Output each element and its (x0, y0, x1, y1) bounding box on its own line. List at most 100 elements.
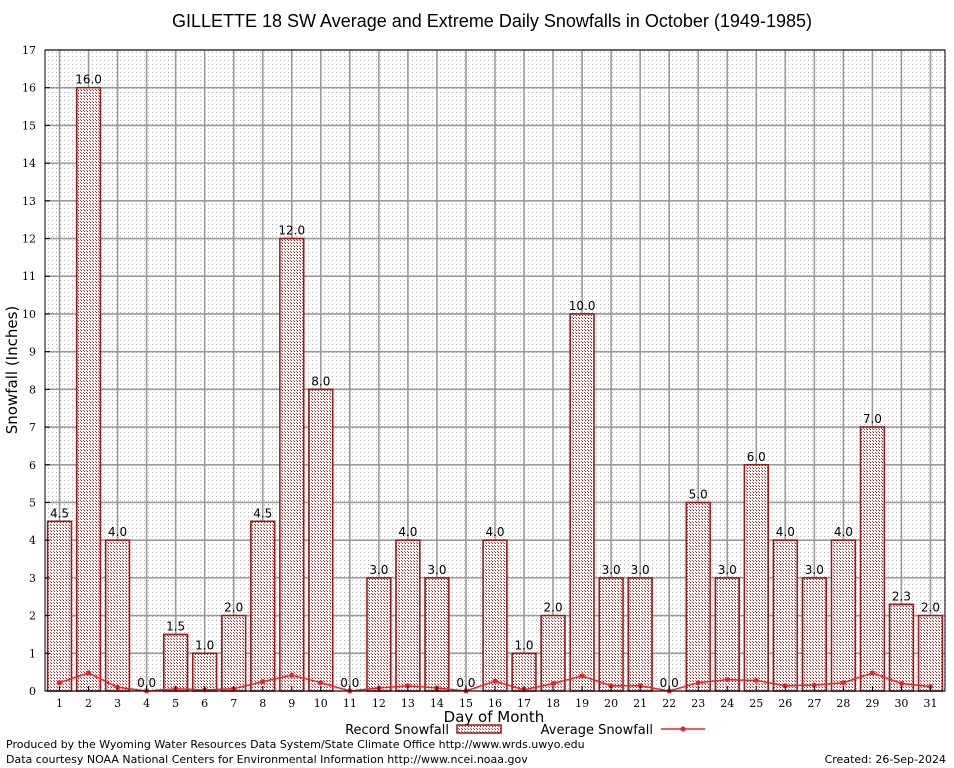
x-tick-label: 12 (372, 697, 386, 710)
average-snowfall-point (318, 680, 324, 686)
average-snowfall-point (260, 679, 266, 685)
y-tick-label: 6 (29, 459, 36, 472)
x-tick-label: 28 (836, 697, 850, 710)
bar-value-label: 4.0 (485, 525, 504, 539)
bar-value-label: 5.0 (689, 487, 708, 501)
x-tick-label: 31 (923, 697, 937, 710)
bar-record (830, 539, 857, 692)
legend-marker-average (680, 726, 686, 732)
x-tick-label: 16 (488, 697, 502, 710)
x-tick-label: 22 (662, 697, 676, 710)
y-tick-label: 11 (22, 270, 36, 283)
x-tick-label: 10 (314, 697, 328, 710)
x-tick-label: 3 (114, 697, 121, 710)
bar-value-label: 4.5 (50, 506, 69, 520)
y-tick-label: 12 (22, 233, 36, 246)
bar-value-label: 0.0 (660, 676, 679, 690)
bar-record (308, 388, 334, 692)
bar-value-label: 4.0 (398, 525, 417, 539)
x-tick-label: 26 (778, 697, 792, 710)
legend-swatch-record (456, 724, 502, 734)
y-tick-label: 16 (22, 82, 36, 95)
bar-value-label: 1.0 (195, 638, 214, 652)
bar-value-label: 0.0 (137, 676, 156, 690)
bar-record (46, 520, 73, 692)
bar-record (598, 577, 624, 692)
bar-record (627, 577, 653, 692)
bar-record (162, 633, 189, 692)
bar-record (104, 539, 131, 692)
x-tick-label: 25 (749, 697, 763, 710)
legend: Record Snowfall Average Snowfall (345, 723, 705, 738)
bar-record (511, 652, 537, 692)
y-tick-label: 13 (22, 195, 36, 208)
bar-record (772, 539, 799, 692)
bar-value-label: 7.0 (863, 412, 882, 426)
bar-record (191, 652, 218, 692)
bar-record (714, 577, 740, 692)
average-snowfall-point (608, 683, 614, 689)
bar-record (685, 501, 711, 692)
y-axis-label: Snowfall (Inches) (3, 306, 21, 434)
bar-value-label: 0.0 (340, 676, 359, 690)
footer-data-courtesy: Data courtesy NOAA National Centers for … (6, 753, 528, 766)
average-snowfall-point (405, 683, 411, 689)
y-tick-label: 0 (29, 685, 36, 698)
bar-record (250, 520, 276, 692)
y-tick-label: 9 (29, 346, 36, 359)
bar-record (366, 577, 392, 692)
y-tick-label: 5 (29, 496, 36, 509)
bar-value-label: 12.0 (278, 224, 305, 238)
average-snowfall-point (753, 677, 759, 683)
average-snowfall-point (550, 680, 556, 686)
x-tick-label: 6 (201, 697, 208, 710)
average-snowfall-point (898, 680, 904, 686)
x-tick-label: 30 (894, 697, 908, 710)
y-tick-label: 15 (22, 119, 36, 132)
bar-record (888, 603, 915, 692)
x-tick-label: 11 (343, 697, 357, 710)
bar-value-label: 3.0 (369, 563, 388, 577)
average-snowfall-point (724, 677, 730, 683)
bar-value-label: 0.0 (456, 676, 475, 690)
y-tick-label: 7 (29, 421, 36, 434)
bar-value-label: 2.0 (544, 601, 563, 615)
average-snowfall-point (289, 672, 295, 678)
x-tick-label: 7 (230, 697, 237, 710)
average-snowfall-point (811, 682, 817, 688)
y-tick-label: 17 (22, 44, 36, 57)
average-snowfall-point (782, 683, 788, 689)
y-tick-label: 1 (29, 647, 36, 660)
chart-title: GILLETTE 18 SW Average and Extreme Daily… (172, 11, 812, 31)
bar-record (569, 313, 595, 692)
y-tick-label: 3 (29, 572, 36, 585)
bar-record (743, 463, 769, 692)
y-tick-label: 14 (22, 157, 36, 170)
bar-value-label: 3.0 (427, 563, 446, 577)
y-tick-label: 10 (22, 308, 36, 321)
bar-value-label: 6.0 (747, 450, 766, 464)
bar-record (424, 577, 450, 692)
x-axis-label: Day of Month (444, 708, 545, 726)
average-snowfall-point (492, 678, 498, 684)
x-tick-label: 13 (401, 697, 415, 710)
bar-value-label: 4.0 (108, 525, 127, 539)
x-tick-label: 24 (720, 697, 734, 710)
bar-value-label: 3.0 (718, 563, 737, 577)
bar-record (75, 86, 102, 692)
bar-record (801, 577, 828, 692)
average-snowfall-point (637, 683, 643, 689)
average-snowfall-point (579, 673, 585, 679)
average-snowfall-point (86, 670, 92, 676)
x-tick-label: 18 (546, 697, 560, 710)
bar-record (482, 539, 508, 692)
bar-value-label: 4.0 (834, 525, 853, 539)
x-tick-label: 8 (259, 697, 266, 710)
x-tick-label: 23 (691, 697, 705, 710)
bar-value-label: 3.0 (631, 563, 650, 577)
bar-value-label: 16.0 (75, 73, 102, 87)
x-tick-label: 9 (288, 697, 295, 710)
x-tick-label: 21 (633, 697, 647, 710)
